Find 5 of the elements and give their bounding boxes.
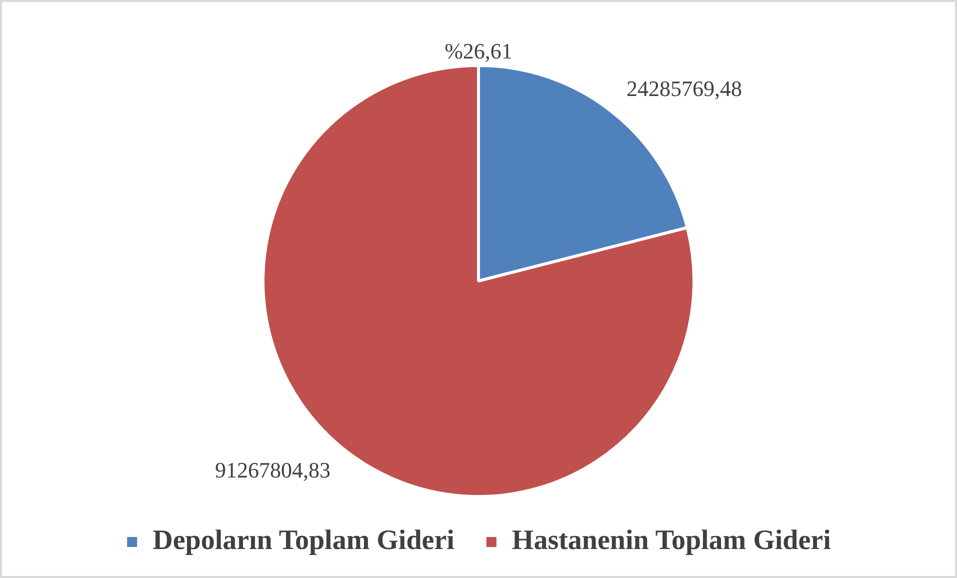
data-label: 24285769,48 (626, 76, 742, 102)
legend-label: Depoların Toplam Gideri (152, 525, 455, 556)
text: %26,61 (444, 38, 512, 64)
data-label: 91267804,83 (214, 457, 330, 482)
legend-label: Hastanenin Toplam Gideri (512, 525, 832, 556)
